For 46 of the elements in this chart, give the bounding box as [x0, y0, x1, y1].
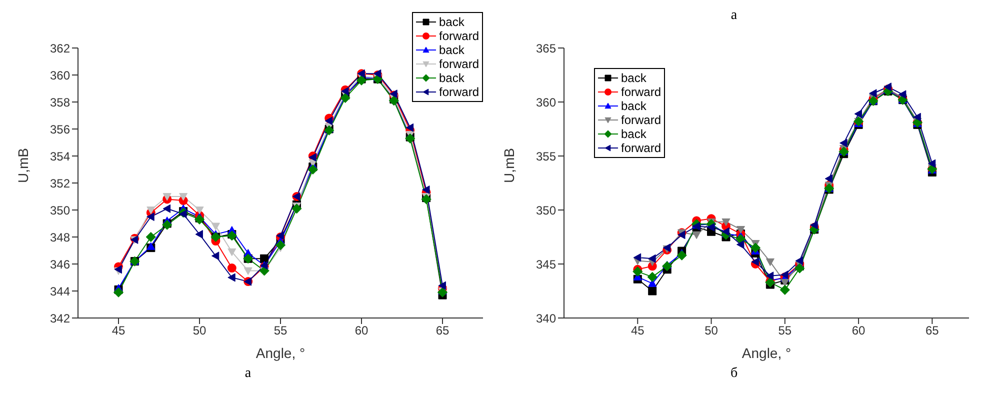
legend-label: back: [621, 71, 646, 85]
y-tick-label: 356: [50, 122, 70, 136]
text: а: [730, 8, 738, 24]
y-tick-label: 352: [50, 176, 70, 190]
x-tick-label: 55: [274, 324, 288, 338]
y-tick-label: 346: [50, 257, 70, 272]
x-tick-label: 65: [436, 324, 450, 338]
y-tick-label: 354: [50, 149, 70, 164]
legend-label: forward: [621, 141, 662, 155]
x-tick-label: 45: [112, 324, 126, 338]
x-tick-label: 60: [354, 324, 368, 338]
legend-label: back: [621, 99, 646, 113]
legend-label: forward: [621, 113, 662, 127]
legend-label: forward: [621, 85, 662, 99]
x-axis-title: Angle, °: [256, 345, 306, 361]
y-tick-label: 365: [536, 41, 556, 56]
y-axis-title: U,mB: [14, 148, 31, 183]
legend-label: back: [438, 43, 464, 57]
y-tick-label: 345: [536, 257, 556, 272]
y-tick-label: 348: [50, 230, 70, 244]
y-tick-label: 344: [50, 284, 70, 298]
y-tick-label: 358: [50, 95, 70, 110]
text: б: [729, 366, 739, 382]
x-tick-label: 65: [926, 324, 940, 338]
y-tick-label: 350: [536, 203, 556, 218]
legend-label: back: [438, 71, 464, 85]
legend-label: back: [438, 15, 464, 29]
x-tick-label: 60: [852, 324, 866, 338]
x-tick-label: 55: [778, 324, 792, 338]
x-tick-label: 45: [630, 324, 645, 338]
text: а: [244, 366, 252, 382]
y-tick-label: 362: [50, 41, 70, 56]
legend-label: forward: [438, 85, 479, 99]
legend-label: forward: [438, 57, 479, 71]
x-tick-label: 50: [704, 324, 718, 338]
x-axis-title: Angle, °: [742, 345, 792, 361]
legend-label: forward: [438, 29, 479, 43]
y-tick-label: 342: [50, 311, 70, 326]
y-tick-label: 340: [536, 311, 556, 326]
legend-label: back: [621, 127, 646, 141]
y-axis-title: U,mB: [500, 148, 517, 183]
x-tick-label: 50: [192, 324, 206, 338]
y-tick-label: 360: [50, 68, 70, 82]
y-tick-label: 360: [536, 95, 556, 110]
y-tick-label: 355: [536, 149, 556, 164]
y-tick-label: 350: [50, 203, 70, 218]
